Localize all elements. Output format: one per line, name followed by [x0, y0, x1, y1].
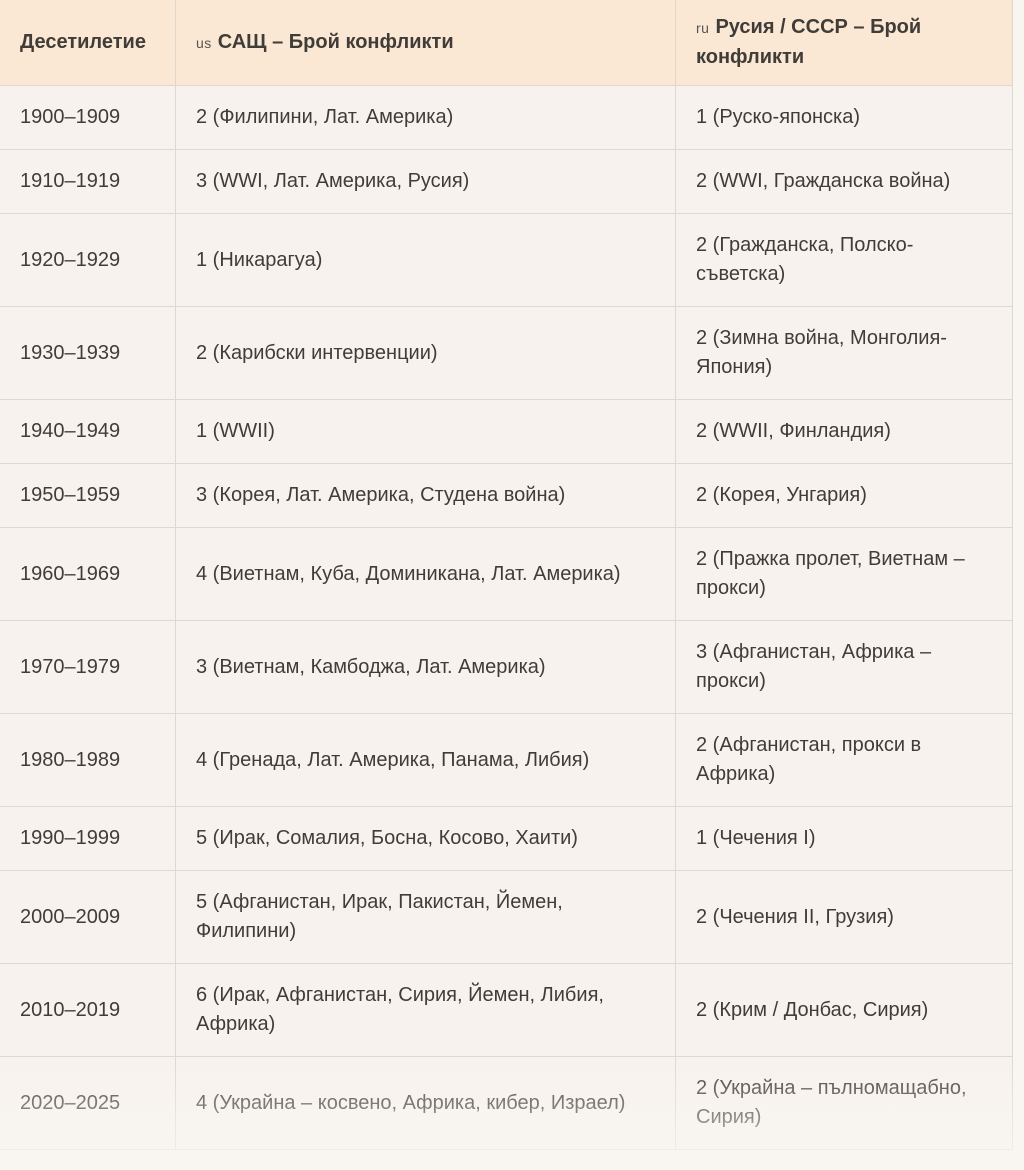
- table-row: 1930–1939 2 (Карибски интервенции) 2 (Зи…: [0, 306, 1013, 400]
- decade-cell: 2020–2025: [0, 1056, 176, 1150]
- ru-country-code: ru: [696, 20, 710, 36]
- col-header-us: us САЩ – Брой конфликти: [175, 0, 676, 86]
- us-cell: 3 (Корея, Лат. Америка, Студена война): [175, 463, 676, 528]
- us-country-code: us: [196, 34, 212, 51]
- decade-cell: 1960–1969: [0, 527, 176, 621]
- decade-cell: 1980–1989: [0, 713, 176, 807]
- us-cell: 4 (Украйна – косвено, Африка, кибер, Изр…: [175, 1056, 676, 1150]
- table-row: 2020–2025 4 (Украйна – косвено, Африка, …: [0, 1056, 1013, 1150]
- ru-cell: 2 (Гражданска, Полско-съветска): [675, 213, 1013, 307]
- ru-cell: 2 (Украйна – пълномащабно, Сирия): [675, 1056, 1013, 1150]
- table-row: 2010–2019 6 (Ирак, Афганистан, Сирия, Йе…: [0, 963, 1013, 1057]
- table-row: 1920–1929 1 (Никарагуа) 2 (Гражданска, П…: [0, 213, 1013, 307]
- us-cell: 5 (Ирак, Сомалия, Босна, Косово, Хаити): [175, 806, 676, 871]
- table-row: 1950–1959 3 (Корея, Лат. Америка, Студен…: [0, 463, 1013, 528]
- header-row: Десетилетие us САЩ – Брой конфликти ru Рус…: [0, 0, 1013, 86]
- decade-cell: 2000–2009: [0, 870, 176, 964]
- table-row: 1960–1969 4 (Виетнам, Куба, Доминикана, …: [0, 527, 1013, 621]
- table-row: 1980–1989 4 (Гренада, Лат. Америка, Пана…: [0, 713, 1013, 807]
- decade-cell: 1970–1979: [0, 620, 176, 714]
- decade-cell: 1950–1959: [0, 463, 176, 528]
- col-header-ru: ru Русия / СССР – Брой конфликти: [675, 0, 1013, 86]
- ru-cell: 2 (Пражка пролет, Виетнам – прокси): [675, 527, 1013, 621]
- ru-cell: 2 (Крим / Донбас, Сирия): [675, 963, 1013, 1057]
- us-cell: 5 (Афганистан, Ирак, Пакистан, Йемен, Фи…: [175, 870, 676, 964]
- us-cell: 3 (WWI, Лат. Америка, Русия): [175, 149, 676, 214]
- us-cell: 6 (Ирак, Афганистан, Сирия, Йемен, Либия…: [175, 963, 676, 1057]
- decade-cell: 1910–1919: [0, 149, 176, 214]
- table-row: 2000–2009 5 (Афганистан, Ирак, Пакистан,…: [0, 870, 1013, 964]
- us-cell: 1 (WWII): [175, 399, 676, 464]
- ru-cell: 2 (Чечения II, Грузия): [675, 870, 1013, 964]
- ru-cell: 2 (Корея, Унгария): [675, 463, 1013, 528]
- ru-cell: 2 (Зимна война, Монголия-Япония): [675, 306, 1013, 400]
- us-cell: 4 (Виетнам, Куба, Доминикана, Лат. Амери…: [175, 527, 676, 621]
- col-header-us-label: САЩ – Брой конфликти: [217, 30, 454, 53]
- ru-cell: 3 (Афганистан, Африка – прокси): [675, 620, 1013, 714]
- decade-cell: 1930–1939: [0, 306, 176, 400]
- col-header-decade: Десетилетие: [0, 0, 176, 86]
- us-cell: 1 (Никарагуа): [175, 213, 676, 307]
- decade-cell: 1920–1929: [0, 213, 176, 307]
- conflicts-table-wrap: Десетилетие us САЩ – Брой конфликти ru Рус…: [0, 0, 1013, 1150]
- us-cell: 2 (Филипини, Лат. Америка): [175, 85, 676, 150]
- ru-cell: 1 (Чечения I): [675, 806, 1013, 871]
- table-row: 1970–1979 3 (Виетнам, Камбоджа, Лат. Аме…: [0, 620, 1013, 714]
- us-cell: 3 (Виетнам, Камбоджа, Лат. Америка): [175, 620, 676, 714]
- col-header-decade-label: Десетилетие: [20, 31, 146, 53]
- ru-cell: 1 (Руско-японска): [675, 85, 1013, 150]
- table-row: 1910–1919 3 (WWI, Лат. Америка, Русия) 2…: [0, 149, 1013, 214]
- table-row: 1900–1909 2 (Филипини, Лат. Америка) 1 (…: [0, 85, 1013, 150]
- decade-cell: 1900–1909: [0, 85, 176, 150]
- decade-cell: 1940–1949: [0, 399, 176, 464]
- table-row: 1990–1999 5 (Ирак, Сомалия, Босна, Косов…: [0, 806, 1013, 871]
- table-row: 1940–1949 1 (WWII) 2 (WWII, Финландия): [0, 399, 1013, 464]
- decade-cell: 1990–1999: [0, 806, 176, 871]
- conflicts-table: Десетилетие us САЩ – Брой конфликти ru Рус…: [0, 0, 1013, 1150]
- us-cell: 4 (Гренада, Лат. Америка, Панама, Либия): [175, 713, 676, 807]
- ru-cell: 2 (WWI, Гражданска война): [675, 149, 1013, 214]
- ru-cell: 2 (Афганистан, прокси в Африка): [675, 713, 1013, 807]
- ru-cell: 2 (WWII, Финландия): [675, 399, 1013, 464]
- col-header-ru-label: Русия / СССР – Брой конфликти: [696, 16, 922, 68]
- us-cell: 2 (Карибски интервенции): [175, 306, 676, 400]
- decade-cell: 2010–2019: [0, 963, 176, 1057]
